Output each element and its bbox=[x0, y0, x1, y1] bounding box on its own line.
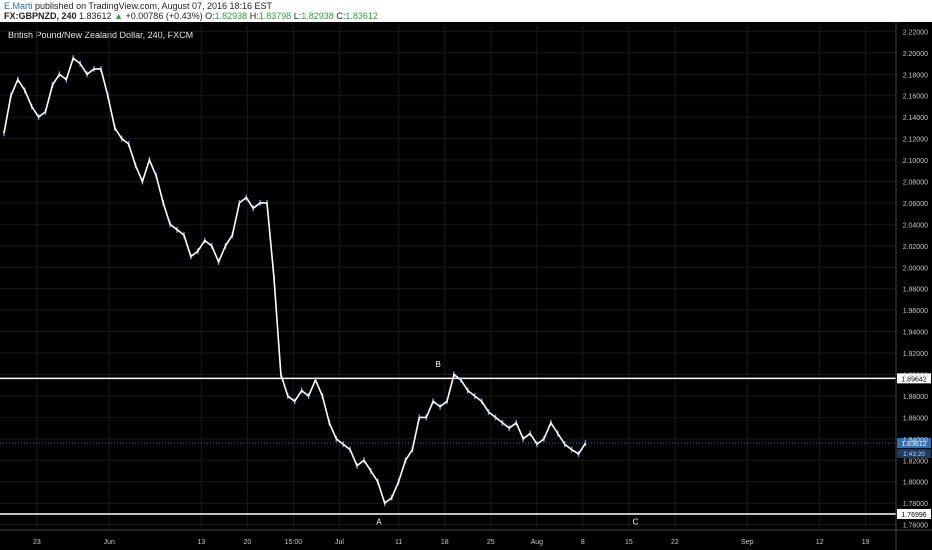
symbol-label: FX:GBPNZD, 240 bbox=[4, 11, 77, 21]
published-text: published on TradingView.com, August 07,… bbox=[35, 1, 273, 11]
last-price-label: 1.83612 bbox=[901, 441, 926, 448]
horizontal-levels[interactable]: 1.89642 1.76996 1.83612 1:43:20 bbox=[0, 373, 931, 519]
publish-info: E.Marti published on TradingView.com, Au… bbox=[4, 1, 272, 11]
close-label: C: bbox=[336, 11, 346, 21]
price-series bbox=[3, 55, 587, 507]
author-link[interactable]: E.Marti bbox=[4, 1, 33, 11]
x-tick-label: 12 bbox=[816, 539, 824, 546]
x-tick-label: 25 bbox=[487, 539, 495, 546]
high-label: H: bbox=[249, 11, 259, 21]
level-label: 1.76996 bbox=[901, 512, 926, 519]
x-tick-label: 19 bbox=[862, 539, 870, 546]
x-tick-label: Jun bbox=[104, 539, 115, 546]
low-label: L: bbox=[293, 11, 302, 21]
change-arrow-icon: ▲ bbox=[114, 11, 124, 21]
y-tick-label: 1.86000 bbox=[903, 415, 928, 422]
chart-header: E.Marti published on TradingView.com, Au… bbox=[0, 0, 932, 22]
x-tick-label: 15:00 bbox=[285, 539, 303, 546]
countdown-label: 1:43:20 bbox=[903, 451, 925, 458]
price-axis[interactable]: 2.22000 2.20000 2.18000 2.16000 2.14000 2.120… bbox=[895, 22, 928, 550]
x-tick-label: Aug bbox=[531, 539, 544, 546]
price-line bbox=[3, 56, 587, 505]
y-tick-label: 1.92000 bbox=[903, 351, 928, 358]
open-value: 1.82938 bbox=[214, 11, 248, 21]
y-tick-label: 1.90000 bbox=[903, 373, 928, 380]
grid bbox=[0, 26, 896, 530]
y-tick-label: 1.82000 bbox=[903, 458, 928, 465]
y-tick-label: 2.18000 bbox=[903, 72, 928, 79]
x-tick-label: Sep bbox=[741, 539, 754, 546]
y-tick-label: 1.76000 bbox=[903, 523, 928, 530]
y-tick-label: 2.06000 bbox=[903, 201, 928, 208]
y-tick-label: 1.98000 bbox=[903, 287, 928, 294]
x-tick-label: 22 bbox=[671, 539, 679, 546]
annotation-label: C bbox=[633, 518, 639, 527]
chart-svg[interactable]: British Pound/New Zealand Dollar, 240, F… bbox=[0, 22, 932, 550]
y-tick-label: 2.12000 bbox=[903, 137, 928, 144]
y-tick-label: 2.02000 bbox=[903, 244, 928, 251]
y-tick-label: 2.16000 bbox=[903, 94, 928, 101]
y-tick-label: 2.20000 bbox=[903, 51, 928, 58]
y-tick-label: 1.96000 bbox=[903, 308, 928, 315]
x-tick-label: Jul bbox=[335, 539, 344, 546]
y-tick-label: 1.84000 bbox=[903, 437, 928, 444]
y-tick-label: 2.10000 bbox=[903, 158, 928, 165]
y-tick-label: 2.22000 bbox=[903, 29, 928, 36]
annotation-label: A bbox=[376, 518, 382, 527]
last-price-badge bbox=[897, 438, 931, 449]
chart-title: British Pound/New Zealand Dollar, 240, F… bbox=[8, 30, 193, 40]
close-value: 1.83612 bbox=[345, 11, 378, 21]
chart-background bbox=[0, 22, 932, 550]
symbol-line: FX:GBPNZD, 240 1.83612 ▲ +0.00786 (+0.43… bbox=[4, 11, 378, 21]
open-label: O: bbox=[205, 11, 215, 21]
y-tick-label: 1.80000 bbox=[903, 480, 928, 487]
y-tick-label: 2.14000 bbox=[903, 115, 928, 122]
y-tick-label: 1.88000 bbox=[903, 394, 928, 401]
y-tick-label: 1.78000 bbox=[903, 501, 928, 508]
change-value: +0.00786 (+0.43%) bbox=[125, 11, 203, 21]
x-tick-label: 13 bbox=[197, 539, 205, 546]
y-tick-label: 2.04000 bbox=[903, 222, 928, 229]
countdown-badge bbox=[897, 449, 931, 459]
x-tick-label: 15 bbox=[625, 539, 633, 546]
x-tick-label: 18 bbox=[441, 539, 449, 546]
wave-annotations: A B C bbox=[376, 360, 638, 527]
annotation-label: B bbox=[435, 360, 440, 369]
level-badge bbox=[897, 373, 931, 384]
level-badge bbox=[897, 508, 931, 519]
low-value: 1.82938 bbox=[301, 11, 334, 21]
level-label: 1.89642 bbox=[901, 376, 926, 383]
x-tick-label: 20 bbox=[243, 539, 251, 546]
x-tick-label: 23 bbox=[33, 539, 41, 546]
y-tick-label: 2.00000 bbox=[903, 265, 928, 272]
time-axis[interactable]: 23 Jun 13 20 15:00 Jul 11 18 25 Aug 8 15 22 Sep 12 19 bbox=[0, 529, 932, 546]
y-tick-label: 2.08000 bbox=[903, 179, 928, 186]
price-chart[interactable]: British Pound/New Zealand Dollar, 240, F… bbox=[0, 22, 932, 550]
x-tick-label: 8 bbox=[581, 539, 585, 546]
high-value: 1.83798 bbox=[258, 11, 292, 21]
last-price: 1.83612 bbox=[79, 11, 112, 21]
y-tick-label: 1.94000 bbox=[903, 330, 928, 337]
x-tick-label: 11 bbox=[395, 539, 402, 546]
